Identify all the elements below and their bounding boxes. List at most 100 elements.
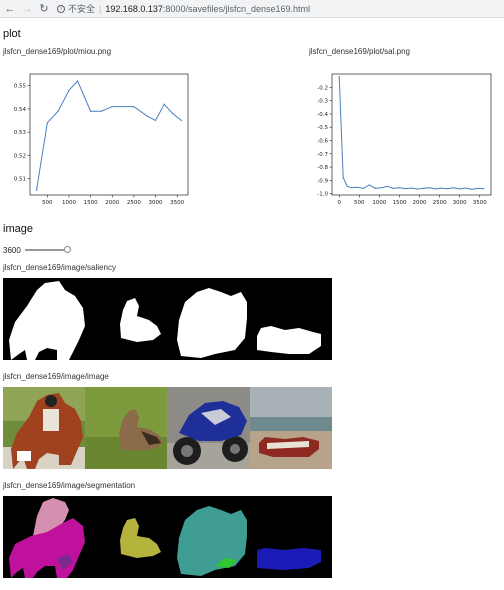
sal-chart: 0 500 1000 1500 2000 2500 3000 3500 -0.2 -0.3 -0.4…	[317, 73, 492, 206]
data-point	[459, 188, 461, 190]
data-point	[338, 76, 340, 78]
data-point	[404, 188, 407, 190]
data-point	[368, 184, 370, 186]
saliency-strip	[3, 278, 332, 360]
data-point	[154, 119, 157, 122]
data-point	[90, 110, 92, 112]
y-tick-label: -0.5	[317, 125, 328, 131]
data-point	[428, 187, 431, 189]
data-point	[180, 119, 183, 122]
step-slider-value: 3600	[3, 245, 21, 255]
saliency-mask-duck	[120, 298, 161, 342]
data-point	[410, 187, 413, 189]
data-point	[68, 89, 70, 91]
series-line	[338, 76, 484, 190]
segmentation-mask-motorbike	[177, 506, 247, 576]
y-tick-label: 0.55	[14, 84, 27, 90]
data-point	[346, 185, 348, 187]
data-point	[416, 188, 419, 190]
plot-heading: plot	[3, 28, 21, 40]
saliency-mask-boat	[257, 326, 321, 354]
y-tick-label: -0.7	[317, 152, 328, 158]
image-strip	[3, 387, 332, 469]
x-tick-label: 1500	[392, 200, 406, 206]
y-tick-label: 0.52	[14, 153, 26, 159]
photo-duck	[85, 387, 167, 469]
data-point	[146, 115, 148, 117]
data-point	[447, 188, 449, 190]
saliency-mask-motorbike	[177, 288, 247, 358]
data-point	[35, 189, 38, 191]
address-separator: |	[99, 3, 102, 14]
data-point	[100, 110, 103, 112]
data-point	[483, 188, 485, 190]
plot-caption-miou: jlsfcn_dense169/plot/miou.png	[3, 47, 112, 56]
security-label: 不安全	[68, 4, 96, 14]
x-tick-label: 2000	[105, 200, 119, 206]
photo-boat	[250, 387, 332, 469]
data-point	[163, 103, 165, 105]
x-tick-label: 3000	[149, 200, 163, 206]
plot-frame	[29, 73, 189, 196]
step-slider[interactable]	[24, 246, 71, 253]
y-tick-label: 0.53	[14, 130, 27, 136]
x-tick-label: 3500	[473, 200, 487, 206]
data-point	[362, 187, 364, 189]
segmentation-mask-duck	[120, 518, 161, 558]
data-point	[380, 187, 382, 189]
y-tick-label: -0.4	[317, 112, 328, 118]
x-tick-label: 1000	[372, 200, 386, 206]
plot-frame	[331, 73, 492, 196]
x-tick-label: 2500	[433, 200, 447, 206]
forward-arrow-icon[interactable]: →	[21, 2, 33, 15]
x-tick-label: 500	[354, 200, 365, 206]
data-point	[356, 186, 358, 188]
plot-caption-sal: jlsfcn_dense169/plot/sal.png	[309, 47, 410, 56]
data-point	[434, 188, 437, 190]
url-path: :8000/savefiles/jlsfcn_dense169.html	[162, 3, 311, 14]
x-tick-label: 1500	[84, 200, 98, 206]
photo-horse-rider	[3, 387, 85, 469]
data-point	[342, 177, 344, 179]
data-point	[398, 187, 401, 189]
y-tick-label: -0.6	[317, 138, 328, 144]
step-slider-row: 3600	[3, 244, 71, 256]
data-point	[111, 105, 113, 108]
image-heading: image	[3, 223, 33, 235]
x-tick-label: 0	[337, 200, 341, 206]
data-point	[441, 187, 443, 189]
step-slider-handle[interactable]	[63, 246, 71, 253]
data-point	[477, 187, 479, 189]
step-slider-fill	[24, 249, 67, 251]
saliency-caption: jlsfcn_dense169/image/saliency	[3, 263, 116, 272]
data-point	[77, 80, 79, 82]
data-point	[133, 105, 135, 108]
address-bar[interactable]: i 不安全 | 192.168.0.137 :8000/savefiles/jl…	[57, 2, 310, 16]
data-point	[350, 187, 352, 189]
data-point	[453, 187, 455, 189]
x-tick-label: 2500	[127, 200, 141, 206]
miou-chart: 500 1000 1500 2000 2500 3000 3500 0.51 0.52 0.53 0…	[14, 73, 189, 206]
y-tick-label: -0.3	[317, 99, 328, 105]
image-caption: jlsfcn_dense169/image/image	[3, 372, 109, 381]
saliency-mask-horse	[9, 281, 85, 360]
segmentation-strip	[3, 496, 332, 578]
data-point	[124, 105, 126, 108]
y-tick-label: 0.51	[14, 177, 26, 183]
data-point	[46, 122, 48, 124]
data-point	[422, 187, 425, 189]
browser-toolbar: ← → ↻ i 不安全 | 192.168.0.137 :8000/savefi…	[0, 0, 504, 18]
x-tick-label: 3000	[453, 200, 467, 206]
reload-icon[interactable]: ↻	[39, 3, 49, 15]
segmentation-mask-green	[215, 558, 237, 568]
x-tick-label: 3500	[170, 200, 184, 206]
back-arrow-icon[interactable]: ←	[4, 2, 16, 15]
info-icon[interactable]: i	[57, 4, 65, 13]
segmentation-caption: jlsfcn_dense169/image/segmentation	[3, 481, 136, 490]
x-tick-label: 2000	[413, 200, 427, 206]
data-point	[172, 112, 174, 115]
data-point	[57, 110, 59, 112]
data-point	[465, 187, 467, 189]
segmentation-mask-saddle	[57, 554, 73, 570]
y-tick-label: -0.9	[317, 178, 328, 184]
